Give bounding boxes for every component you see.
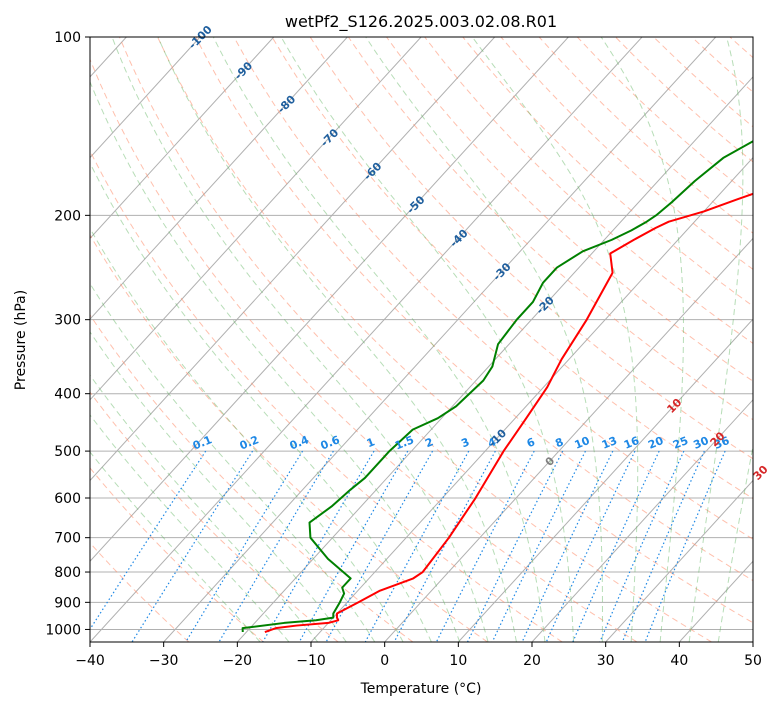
x-tick-label: −30 — [149, 653, 179, 669]
y-tick-label: 100 — [54, 30, 81, 46]
x-tick-label: 50 — [744, 653, 762, 669]
moist-adiabat — [111, 37, 489, 642]
x-tick-label: 40 — [670, 653, 688, 669]
isotherm-line — [90, 37, 201, 159]
temperature-profile — [264, 192, 753, 633]
mixing-ratio-label: 8 — [553, 435, 565, 450]
y-tick-label: 600 — [54, 491, 81, 507]
axes: −40 −30 −20 −10 0 10 20 30 40 50 100 200 300 400 500 60… — [45, 30, 762, 669]
mixing-ratio-line — [325, 450, 434, 642]
dewpoint-profile — [241, 140, 753, 633]
isotherm-line — [531, 399, 753, 642]
dry-adiabat — [386, 37, 753, 382]
mixing-ratio-line — [572, 450, 660, 642]
mixing-ratio-label: 1 — [365, 435, 377, 450]
mixing-ratio-label: 13 — [600, 434, 619, 452]
mixing-ratio-line — [185, 450, 304, 642]
isotherm-line — [90, 37, 275, 240]
mixing-ratio-label: 2 — [423, 435, 435, 450]
x-tick-label: 20 — [523, 653, 541, 669]
y-tick-label: 900 — [54, 595, 81, 611]
y-tick-label: 500 — [54, 444, 81, 460]
isotherm-line — [163, 37, 717, 642]
mixing-ratio-line — [364, 450, 470, 642]
y-tick-label: 800 — [54, 565, 81, 581]
isotherm-line — [384, 237, 753, 642]
moist-adiabat — [365, 37, 603, 642]
isotherm-line — [457, 318, 753, 642]
isotherm-line — [90, 37, 569, 563]
mixing-ratio-label: 3 — [459, 435, 471, 450]
dry-adiabat — [90, 234, 488, 642]
mixing-ratio-line — [491, 450, 586, 642]
moist-adiabat — [90, 227, 404, 642]
mixing-ratio-line — [298, 450, 409, 642]
x-tick-label: 10 — [449, 653, 467, 669]
isotherm-line — [90, 37, 422, 401]
isotherm-line — [90, 37, 348, 320]
mixing-ratio-label: 36 — [712, 434, 731, 452]
moist-adiabat — [688, 37, 744, 642]
moist-adiabat — [471, 37, 639, 642]
moist-adiabat — [212, 37, 546, 642]
mixing-ratio-line — [545, 450, 636, 642]
y-tick-label: 1000 — [45, 622, 81, 638]
moist-adiabat — [717, 444, 753, 642]
y-tick-label: 300 — [54, 313, 81, 329]
x-tick-label: −10 — [296, 653, 326, 669]
background-lines — [90, 37, 775, 642]
dry-adiabat — [195, 37, 753, 582]
mixing-ratio-line — [521, 450, 614, 642]
isotherm-line — [752, 641, 753, 642]
isotherm-line — [236, 76, 753, 642]
dry-adiabat — [118, 37, 712, 642]
mixing-ratio-label: 30 — [691, 434, 710, 452]
chart-title: wetPf2_S126.2025.003.02.08.R01 — [285, 12, 557, 32]
y-tick-label: 700 — [54, 531, 81, 547]
moist-adiabat — [90, 80, 461, 642]
y-axis-label: Pressure (hPa) — [13, 290, 29, 390]
mixing-ratio-label: 25 — [671, 434, 690, 452]
x-axis-label: Temperature (°C) — [360, 681, 482, 697]
dry-adiabat — [768, 37, 775, 642]
mixing-ratio-line — [466, 450, 564, 642]
moist-adiabat — [90, 161, 432, 642]
dry-adiabat — [90, 58, 638, 642]
sounding-profiles — [241, 140, 753, 633]
isotherm-line — [90, 37, 496, 482]
moist-adiabat — [157, 37, 517, 642]
moist-adiabat — [90, 282, 376, 642]
y-tick-label: 200 — [54, 208, 81, 224]
dry-adiabat — [157, 37, 753, 624]
mixing-ratio-label: 16 — [622, 434, 641, 452]
isotherm-line — [90, 37, 643, 642]
dry-adiabat — [90, 467, 264, 642]
x-tick-label: −20 — [223, 653, 253, 669]
x-tick-label: −40 — [75, 653, 105, 669]
moist-adiabat — [280, 37, 575, 642]
dry-adiabat — [90, 542, 190, 642]
y-tick-label: 400 — [54, 387, 81, 403]
dry-adiabat — [233, 37, 753, 540]
dry-adiabat — [347, 37, 753, 421]
plot-frame — [89, 36, 754, 643]
moist-adiabat — [90, 331, 347, 642]
mixing-ratio-line — [435, 450, 535, 642]
dry-adiabat — [271, 37, 753, 500]
mixing-ratio-label: 10 — [573, 434, 592, 452]
mixing-ratio-line — [393, 450, 496, 642]
x-tick-label: 30 — [597, 653, 615, 669]
dry-adiabat — [90, 149, 563, 642]
dry-adiabat — [309, 37, 753, 460]
isotherm-label: 30 — [751, 463, 771, 483]
moist-adiabat — [90, 374, 319, 642]
moist-adiabat — [600, 37, 684, 642]
mixing-ratio-label: 20 — [646, 434, 665, 452]
isotherm-line — [605, 479, 753, 642]
x-tick-label: 0 — [380, 653, 389, 669]
plot-background — [90, 37, 753, 642]
